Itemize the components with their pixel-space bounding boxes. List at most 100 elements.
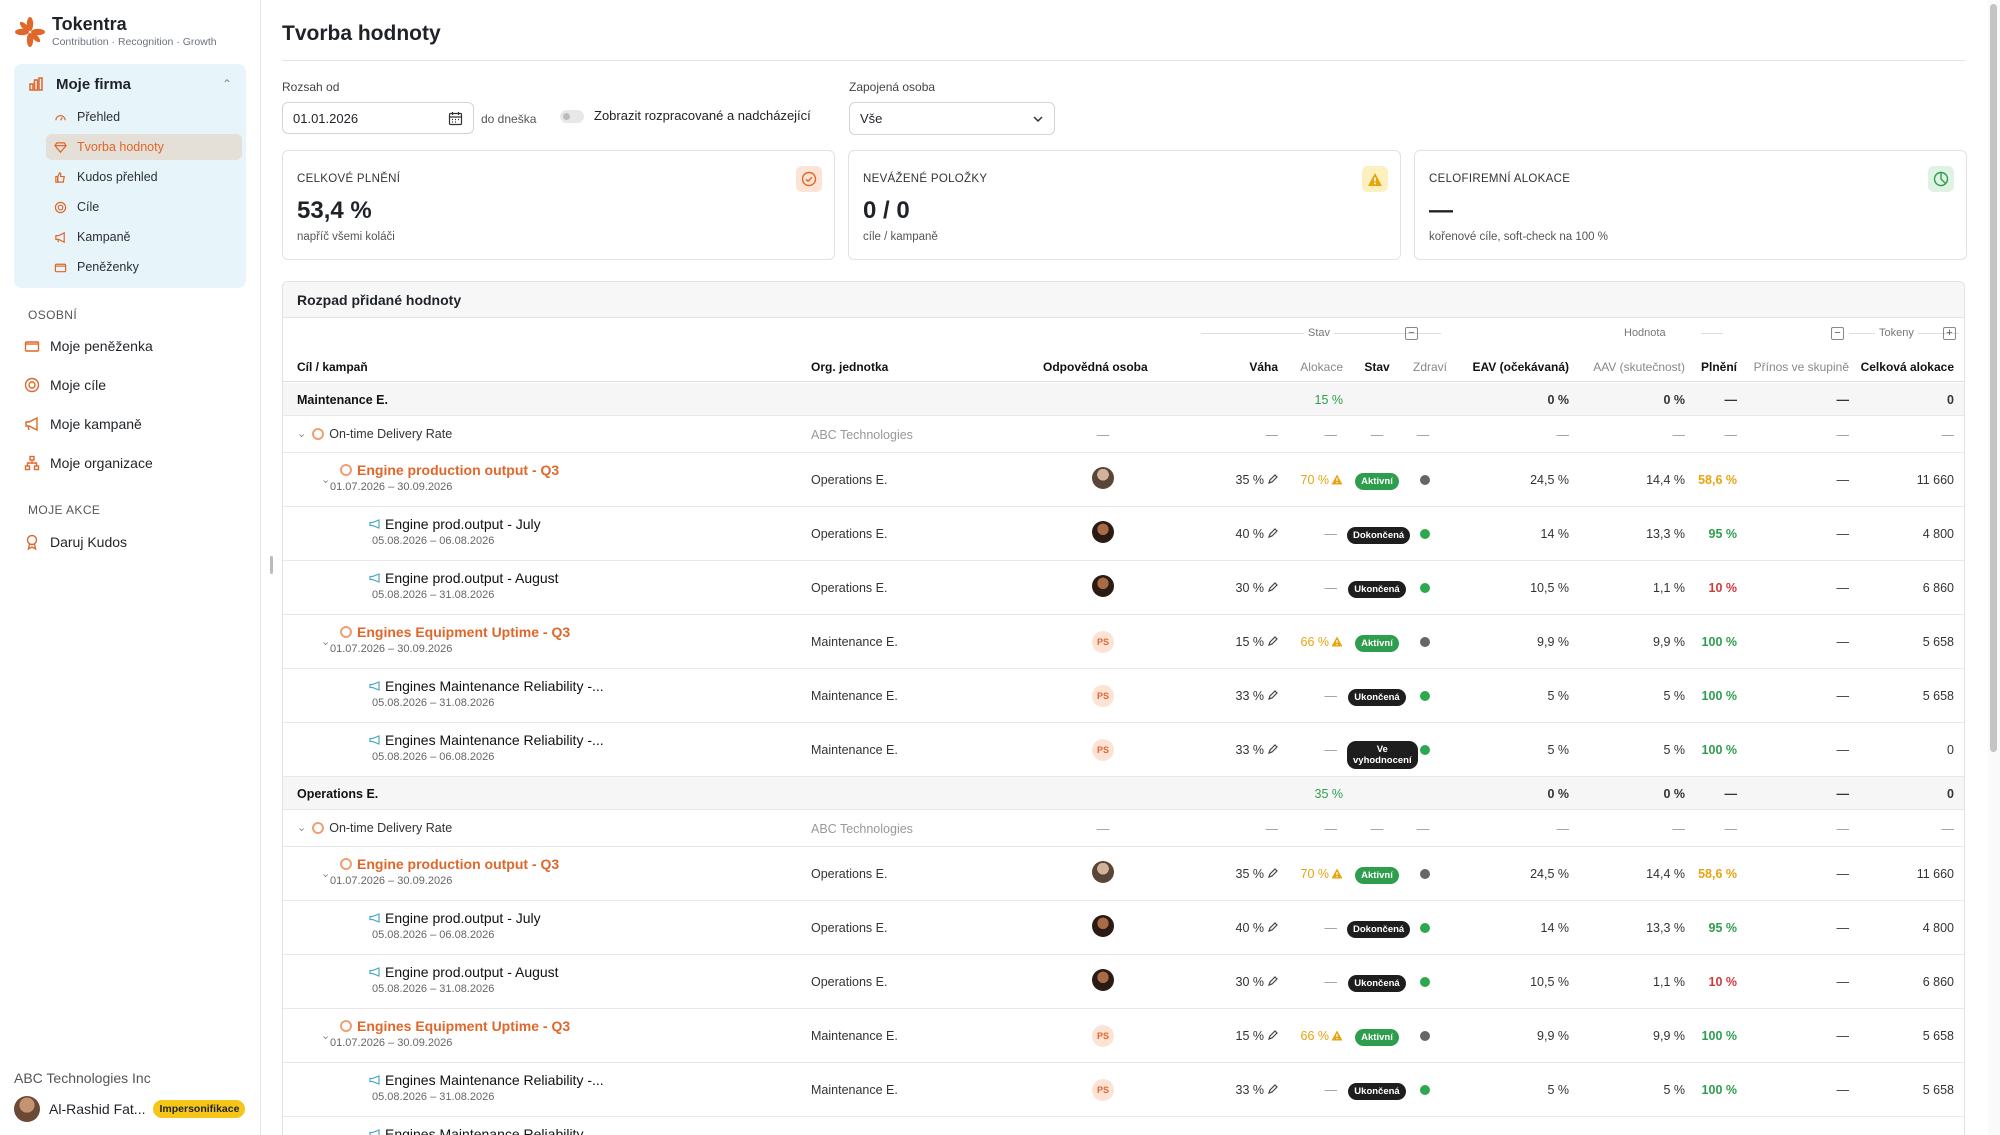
expand-tokens-icon[interactable]: + xyxy=(1943,327,1956,340)
goal-name[interactable]: On-time Delivery Rate xyxy=(329,820,453,835)
sidebar-item-campaigns[interactable]: Kampaně xyxy=(46,224,242,250)
total-value: 6 860 xyxy=(1922,581,1954,595)
table-row[interactable]: ⌄ Engines Equipment Uptime - Q3 01.07.2026… xyxy=(283,1009,1964,1063)
chevron-down-icon[interactable]: ⌄ xyxy=(321,474,331,486)
chevron-down-icon[interactable]: ⌄ xyxy=(297,822,307,834)
goal-name[interactable]: Engine production output - Q3 xyxy=(357,856,560,872)
edit-icon[interactable] xyxy=(1267,744,1278,755)
th-org[interactable]: Org. jednotka xyxy=(811,360,889,374)
table-row[interactable]: Engines Maintenance Reliability xyxy=(283,1117,1964,1135)
avatar[interactable] xyxy=(1092,861,1114,883)
goal-name[interactable]: Engines Equipment Uptime - Q3 xyxy=(357,1018,571,1034)
my-firm-header[interactable]: Moje firma ⌃ xyxy=(14,64,246,104)
th-weight[interactable]: Váha xyxy=(1249,360,1278,374)
campaign-name[interactable]: Engines Maintenance Reliability xyxy=(385,1126,584,1135)
avatar[interactable]: PS xyxy=(1092,1025,1114,1047)
goal-name[interactable]: Engines Equipment Uptime - Q3 xyxy=(357,624,571,640)
table-row[interactable]: ⌄ Engine production output - Q3 01.07.2026… xyxy=(283,453,1964,507)
table-row[interactable]: Engine prod.output - August 05.08.2026 – … xyxy=(283,955,1964,1009)
edit-icon[interactable] xyxy=(1267,636,1278,647)
campaign-name[interactable]: Engine prod.output - July xyxy=(385,516,541,532)
avatar[interactable] xyxy=(1092,915,1114,937)
edit-icon[interactable] xyxy=(1267,976,1278,987)
chevron-down-icon[interactable]: ⌄ xyxy=(321,868,331,880)
nav-my-campaigns[interactable]: Moje kampaně xyxy=(24,416,142,432)
calendar-icon[interactable] xyxy=(448,111,463,126)
nav-my-goals[interactable]: Moje cíle xyxy=(24,377,106,393)
sidebar-item-overview[interactable]: Přehled xyxy=(46,104,242,130)
chevron-down-icon[interactable]: ⌄ xyxy=(321,1030,331,1042)
table-row[interactable]: Engine prod.output - August 05.08.2026 – … xyxy=(283,561,1964,615)
edit-icon[interactable] xyxy=(1267,868,1278,879)
nav-my-organization[interactable]: Moje organizace xyxy=(24,455,153,471)
edit-icon[interactable] xyxy=(1267,474,1278,485)
sidebar-item-value-creation[interactable]: Tvorba hodnoty xyxy=(46,134,242,160)
scrollbar[interactable] xyxy=(1988,0,2000,1135)
goal-name[interactable]: On-time Delivery Rate xyxy=(329,426,453,441)
table-row[interactable]: Engines Maintenance Reliability -... 05.0… xyxy=(283,669,1964,723)
th-alloc[interactable]: Alokace xyxy=(1300,360,1343,374)
eav-value: 0 % xyxy=(1547,786,1569,801)
org-unit: Operations E. xyxy=(811,867,888,881)
avatar[interactable] xyxy=(1092,467,1114,489)
table-row[interactable]: ⌄ Engine production output - Q3 01.07.2026… xyxy=(283,847,1964,901)
scrollbar-thumb[interactable] xyxy=(1990,4,1997,752)
campaign-name[interactable]: Engines Maintenance Reliability -... xyxy=(385,678,604,694)
edit-icon[interactable] xyxy=(1267,528,1278,539)
th-eav[interactable]: EAV (očekávaná) xyxy=(1472,360,1570,374)
avatar[interactable]: PS xyxy=(1092,631,1114,653)
avatar[interactable] xyxy=(1092,575,1114,597)
sidebar-item-kudos-overview[interactable]: Kudos přehled xyxy=(46,164,242,190)
table-row[interactable]: ⌄ Engines Equipment Uptime - Q3 01.07.2026… xyxy=(283,615,1964,669)
sidebar-item-goals[interactable]: Cíle xyxy=(46,194,242,220)
campaign-name[interactable]: Engine prod.output - August xyxy=(385,964,559,980)
edit-icon[interactable] xyxy=(1267,922,1278,933)
user-profile[interactable]: Al-Rashid Fat... Impersonifikace xyxy=(14,1096,246,1122)
date-from-input[interactable]: 01.01.2026 xyxy=(282,102,474,134)
nav-my-wallet[interactable]: Moje peněženka xyxy=(24,338,153,354)
th-total[interactable]: Celková alokace xyxy=(1860,360,1954,374)
status-badge: Ukončená xyxy=(1348,975,1406,992)
table-row[interactable]: Engines Maintenance Reliability -... 05.0… xyxy=(283,1063,1964,1117)
table-row[interactable]: ⌄ On-time Delivery Rate ABC Technologies — —… xyxy=(283,416,1964,453)
th-name[interactable]: Cíl / kampaň xyxy=(297,360,368,374)
table-row[interactable]: Engine prod.output - July 05.08.2026 – 06… xyxy=(283,901,1964,955)
group-row[interactable]: Maintenance E. 15 % 0 % 0 % — — 0 xyxy=(283,383,1964,416)
collapse-status-icon[interactable]: − xyxy=(1405,327,1418,340)
edit-icon[interactable] xyxy=(1267,1084,1278,1095)
sidebar-item-wallets[interactable]: Peněženky xyxy=(46,254,242,280)
th-status[interactable]: Stav xyxy=(1364,360,1390,374)
th-person[interactable]: Odpovědná osoba xyxy=(1043,360,1148,374)
table-row[interactable]: ⌄ On-time Delivery Rate ABC Technologies — —… xyxy=(283,810,1964,847)
brand[interactable]: Tokentra Contribution · Recognition · Gr… xyxy=(14,14,217,48)
th-health[interactable]: Zdraví xyxy=(1413,360,1448,374)
campaign-name[interactable]: Engine prod.output - August xyxy=(385,570,559,586)
collapse-value-icon[interactable]: − xyxy=(1831,327,1844,340)
avatar[interactable]: PS xyxy=(1092,685,1114,707)
health-indicator xyxy=(1420,923,1430,933)
chevron-down-icon[interactable]: ⌄ xyxy=(321,636,331,648)
chevron-down-icon[interactable]: ⌄ xyxy=(297,428,307,440)
campaign-name[interactable]: Engines Maintenance Reliability -... xyxy=(385,1072,604,1088)
th-fulfil[interactable]: Plnění xyxy=(1700,360,1737,374)
campaign-name[interactable]: Engines Maintenance Reliability -... xyxy=(385,732,604,748)
table-row[interactable]: Engine prod.output - July 05.08.2026 – 06… xyxy=(283,507,1964,561)
avatar[interactable] xyxy=(1092,521,1114,543)
edit-icon[interactable] xyxy=(1267,690,1278,701)
th-contrib[interactable]: Přínos ve skupině xyxy=(1753,360,1849,374)
th-aav[interactable]: AAV (skutečnost) xyxy=(1593,360,1685,374)
table-row[interactable]: Engines Maintenance Reliability -... 05.0… xyxy=(283,723,1964,777)
group-row[interactable]: Operations E. 35 % 0 % 0 % — — 0 xyxy=(283,777,1964,810)
edit-icon[interactable] xyxy=(1267,582,1278,593)
sidebar-resize-handle[interactable] xyxy=(270,556,273,574)
edit-icon[interactable] xyxy=(1267,1030,1278,1041)
nav-give-kudos[interactable]: Daruj Kudos xyxy=(24,534,127,550)
avatar[interactable]: PS xyxy=(1092,1079,1114,1101)
campaign-name[interactable]: Engine prod.output - July xyxy=(385,910,541,926)
show-upcoming-toggle[interactable] xyxy=(560,110,584,123)
person-select[interactable]: Vše xyxy=(849,102,1055,135)
goal-name[interactable]: Engine production output - Q3 xyxy=(357,462,560,478)
avatar[interactable]: PS xyxy=(1092,739,1114,761)
avatar[interactable] xyxy=(1092,969,1114,991)
chevron-up-icon[interactable]: ⌃ xyxy=(221,77,232,91)
